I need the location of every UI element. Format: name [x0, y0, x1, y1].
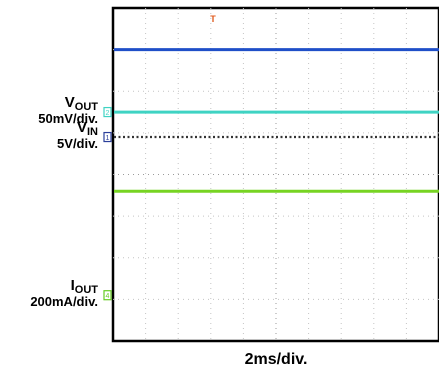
traces	[114, 48, 439, 193]
channel-markers: 2 1 4	[103, 106, 112, 301]
channel-name-main: V	[65, 94, 75, 111]
channel-scale-ch2: 5V/div.	[57, 136, 98, 151]
channel-marker-text-ch2: 1	[106, 135, 110, 142]
channel-marker-ch3	[103, 290, 112, 301]
channel-name-main: I	[71, 277, 75, 294]
grid	[113, 8, 439, 341]
plot-frame	[111, 6, 439, 343]
channel-name-main: V	[77, 119, 87, 136]
trigger-marker: T	[210, 14, 216, 24]
channel-scale-ch3: 200mA/div.	[30, 294, 98, 309]
channel-name-ch3: IOUT	[71, 277, 99, 296]
channel-marker-ch2	[103, 131, 112, 143]
channel-name-sub: OUT	[75, 284, 99, 296]
channel-name-ch2: VIN	[77, 119, 98, 138]
channel-scale-ch1: 50mV/div.	[38, 111, 98, 126]
channel-marker-text-ch1: 2	[106, 110, 110, 117]
channel-name-sub: IN	[87, 126, 98, 138]
channel-name-ch1: VOUT	[65, 94, 99, 113]
x-axis-label: 2ms/div.	[245, 351, 308, 368]
channel-marker-ch1	[103, 106, 112, 118]
channel-marker-text-ch3: 4	[106, 293, 110, 300]
channel-name-sub: OUT	[75, 101, 99, 113]
